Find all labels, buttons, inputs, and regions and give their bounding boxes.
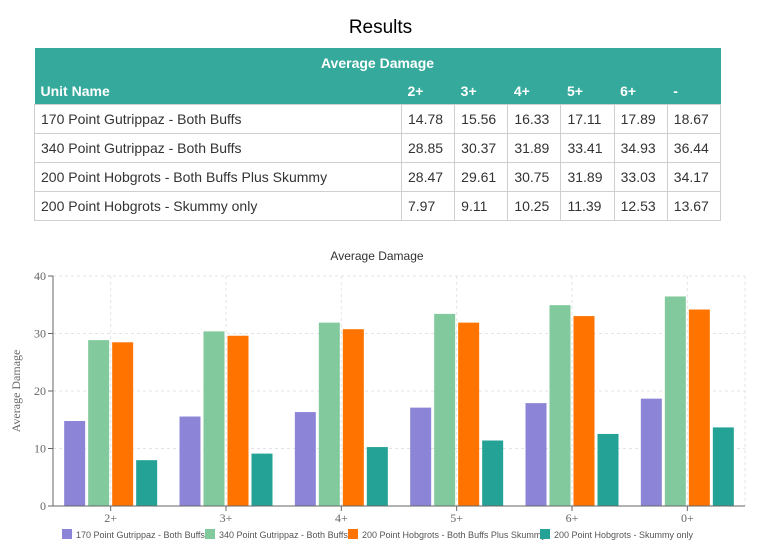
grid (53, 275, 746, 506)
bar (549, 305, 571, 506)
bar (597, 433, 619, 506)
bar (640, 398, 662, 506)
x-tick-label: 6+ (566, 511, 579, 525)
value-cell: 7.97 (400, 191, 456, 221)
column-header: 5+ (560, 77, 615, 105)
axes: 0 10 20 30 40 2+ 3+ 4+ 5+ 6+ 0+ (34, 269, 745, 525)
bar (458, 322, 480, 506)
value-cell: 12.53 (613, 191, 668, 221)
x-tick-label: 2+ (104, 511, 117, 525)
value-cell: 10.25 (507, 191, 562, 221)
value-cell: 33.03 (613, 162, 668, 192)
table-row: 200 Point Hobgrots - Skummy only 7.97 9.… (34, 191, 722, 221)
value-cell: 34.17 (666, 162, 722, 192)
bar (136, 460, 158, 506)
bar (366, 447, 388, 506)
bar (525, 403, 547, 506)
y-tick-label: 30 (34, 327, 46, 341)
bar (410, 407, 432, 506)
bar (318, 322, 340, 506)
legend-label: 170 Point Gutrippaz - Both Buffs (76, 530, 205, 540)
y-tick-label: 40 (34, 269, 46, 283)
value-cell: 15.56 (454, 104, 509, 134)
column-header: 3+ (454, 77, 508, 105)
table-row: 340 Point Gutrippaz - Both Buffs 28.85 3… (34, 133, 722, 163)
legend-swatch (205, 529, 215, 539)
bar (227, 335, 249, 506)
value-cell: 34.93 (613, 133, 668, 163)
value-cell: 31.89 (560, 162, 615, 192)
page-title: Results (348, 17, 413, 38)
y-tick-label: 20 (34, 384, 46, 398)
column-header: 6+ (614, 77, 668, 105)
bars (64, 296, 734, 506)
bar (203, 331, 225, 506)
table-row: 170 Point Gutrippaz - Both Buffs 14.78 1… (34, 104, 722, 134)
value-cell: 17.89 (613, 104, 668, 134)
bar (64, 421, 86, 506)
bar (434, 313, 456, 506)
column-header: 4+ (507, 77, 561, 105)
value-cell: 33.41 (560, 133, 615, 163)
legend-swatch (62, 529, 72, 539)
unit-name-cell: 340 Point Gutrippaz - Both Buffs (34, 133, 402, 163)
table-group-header-row: Average Damage (34, 48, 721, 77)
column-header: Unit Name (34, 77, 402, 105)
unit-name-cell: 200 Point Hobgrots - Both Buffs Plus Sku… (34, 162, 402, 192)
unit-name-cell: 170 Point Gutrippaz - Both Buffs (34, 104, 402, 134)
bar (251, 453, 273, 506)
table-row: 200 Point Hobgrots - Both Buffs Plus Sku… (34, 162, 722, 192)
bar (573, 316, 595, 506)
legend-swatch (540, 529, 550, 539)
value-cell: 14.78 (400, 104, 456, 134)
legend-swatch (348, 529, 358, 539)
column-header: - (667, 77, 721, 105)
bar (482, 440, 504, 506)
x-tick-label: 0+ (681, 511, 694, 525)
y-tick-label: 0 (40, 499, 46, 513)
group-header: Average Damage (34, 48, 721, 77)
column-header: 2+ (401, 77, 455, 105)
bar (112, 342, 134, 506)
x-tick-label: 3+ (220, 511, 233, 525)
x-tick-label: 4+ (335, 511, 348, 525)
results-table: Average Damage Unit Name 2+ 3+ 4+ 5+ 6+ … (34, 48, 722, 221)
chart-title: Average Damage (330, 249, 423, 263)
bar (688, 309, 710, 506)
value-cell: 9.11 (454, 191, 509, 221)
value-cell: 28.47 (400, 162, 456, 192)
value-cell: 18.67 (666, 104, 722, 134)
value-cell: 28.85 (400, 133, 456, 163)
chart-svg: Average Damage Average Damage 0 10 20 30 40 2… (9, 249, 746, 540)
value-cell: 36.44 (666, 133, 722, 163)
legend-label: 200 Point Hobgrots - Both Buffs Plus Sku… (362, 530, 546, 540)
value-cell: 11.39 (560, 191, 615, 221)
legend-label: 340 Point Gutrippaz - Both Buffs (219, 530, 348, 540)
unit-name-cell: 200 Point Hobgrots - Skummy only (34, 191, 402, 221)
legend-label: 200 Point Hobgrots - Skummy only (554, 530, 694, 540)
value-cell: 17.11 (560, 104, 615, 134)
value-cell: 30.75 (507, 162, 562, 192)
value-cell: 16.33 (507, 104, 562, 134)
x-tick-label: 5+ (450, 511, 463, 525)
bar (664, 296, 686, 506)
y-tick-label: 10 (34, 442, 46, 456)
bar (294, 412, 316, 506)
value-cell: 13.67 (666, 191, 722, 221)
y-axis-label: Average Damage (9, 350, 23, 433)
bar-chart: Average Damage Average Damage 0 10 20 30 40 2… (0, 244, 761, 551)
bar (179, 416, 201, 506)
legend: 170 Point Gutrippaz - Both Buffs 340 Poin… (62, 529, 694, 540)
bar (342, 329, 364, 506)
table-column-header-row: Unit Name 2+ 3+ 4+ 5+ 6+ - (34, 77, 721, 105)
value-cell: 30.37 (454, 133, 509, 163)
value-cell: 31.89 (507, 133, 562, 163)
value-cell: 29.61 (454, 162, 509, 192)
bar (712, 427, 734, 506)
bar (88, 340, 110, 506)
